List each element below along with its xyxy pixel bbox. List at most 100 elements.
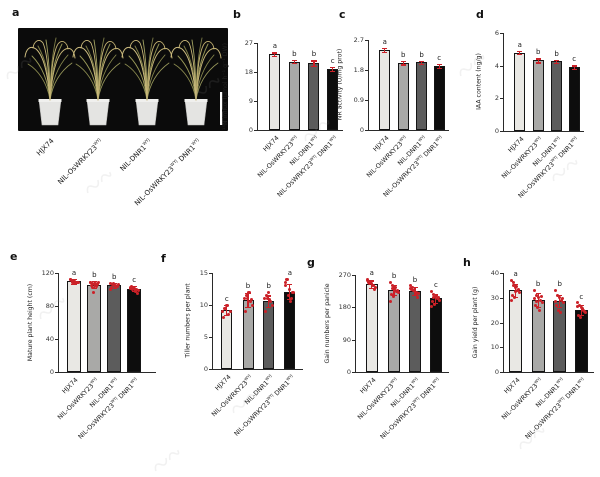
- data-point: [108, 288, 112, 291]
- y-tick-mark: [55, 339, 58, 340]
- data-point: [391, 295, 395, 299]
- data-point: [533, 303, 537, 307]
- sig-letter: c: [224, 295, 229, 303]
- data-point: [90, 282, 94, 286]
- y-axis-label: Mature plant height (cm): [26, 283, 34, 361]
- panel-letter-g: g: [307, 256, 315, 269]
- data-point: [437, 295, 441, 299]
- data-point: [388, 280, 392, 284]
- sig-letter: b: [419, 50, 424, 59]
- data-point: [536, 296, 540, 300]
- error-bar: [435, 293, 437, 303]
- data-point: [108, 282, 112, 286]
- data-point: [88, 281, 92, 285]
- bar: [379, 49, 391, 130]
- photo-group-label: HJX74: [35, 137, 56, 158]
- y-tick-mark: [500, 347, 503, 349]
- y-tick-label: 10: [199, 301, 208, 309]
- y-tick-label: 40: [490, 269, 499, 277]
- y-tick-mark: [55, 372, 58, 373]
- error-bar-cap: [419, 60, 425, 62]
- error-bar-cap: [391, 285, 397, 287]
- data-point: [289, 300, 293, 304]
- error-bar: [556, 59, 558, 63]
- y-tick-label: 9: [248, 97, 253, 105]
- error-bar-cap: [517, 54, 523, 56]
- error-bar: [268, 295, 270, 307]
- y-axis-label: ¹⁵N influx (μmol h⁻¹ g⁻¹ DW): [221, 42, 229, 130]
- y-axis-label: Gain yield per plant (g): [471, 286, 479, 358]
- panel-letter-e: e: [10, 250, 18, 263]
- data-point: [247, 290, 251, 294]
- data-point: [222, 316, 226, 320]
- data-point: [245, 297, 249, 301]
- data-point: [540, 301, 544, 305]
- data-point: [224, 306, 228, 310]
- bar: [429, 298, 442, 372]
- panel-letter-h: h: [463, 256, 471, 269]
- data-point: [94, 284, 98, 288]
- data-point: [575, 301, 579, 305]
- y-axis-label: Tiller numbers per plant: [184, 283, 192, 358]
- data-point: [562, 301, 566, 305]
- data-point: [393, 286, 397, 290]
- error-bar-cap: [535, 62, 541, 64]
- sig-letter: c: [330, 56, 335, 65]
- bar: [514, 52, 526, 131]
- data-point: [131, 286, 135, 290]
- data-point: [535, 306, 539, 310]
- sig-letter: c: [132, 276, 137, 285]
- error-bar: [573, 65, 575, 70]
- data-point: [243, 309, 247, 313]
- error-bar: [519, 50, 521, 55]
- bar: [269, 54, 281, 130]
- data-point: [410, 287, 414, 291]
- data-point: [135, 292, 139, 296]
- error-bar: [274, 52, 276, 57]
- sig-letter: c: [437, 53, 442, 62]
- data-point: [580, 307, 584, 311]
- sig-letter: b: [245, 282, 251, 291]
- data-point: [514, 290, 518, 294]
- sig-letter: b: [92, 271, 97, 280]
- data-point: [115, 284, 119, 288]
- error-bar: [421, 60, 423, 64]
- sig-letter: a: [513, 270, 518, 279]
- y-tick-label: 18: [244, 68, 253, 76]
- error-bar-cap: [266, 295, 272, 297]
- sig-letter: a: [517, 40, 522, 49]
- data-point: [430, 289, 434, 293]
- y-tick-label: 27: [244, 39, 253, 47]
- data-point: [539, 295, 543, 298]
- y-tick-label: 0: [49, 368, 54, 376]
- error-bar-cap: [557, 294, 563, 296]
- error-bar: [580, 305, 582, 316]
- y-tick-label: 0: [346, 368, 351, 376]
- data-point: [513, 296, 517, 300]
- bar: [397, 62, 409, 130]
- data-point: [269, 300, 273, 304]
- error-bar-cap: [517, 50, 523, 53]
- error-bar-cap: [571, 65, 577, 67]
- y-tick-label: 0: [494, 368, 499, 376]
- data-point: [116, 283, 120, 287]
- y-tick-label: 20: [490, 318, 499, 327]
- data-point: [268, 298, 272, 302]
- data-point: [93, 282, 97, 286]
- bar: [416, 62, 428, 130]
- y-tick-label: 90: [342, 335, 351, 344]
- sig-letter: b: [266, 282, 271, 291]
- error-bar-cap: [571, 69, 577, 71]
- y-tick-mark: [500, 322, 503, 324]
- sig-letter: a: [272, 42, 277, 51]
- sig-letter: b: [400, 51, 406, 59]
- data-point: [373, 287, 377, 291]
- error-bar-cap: [287, 283, 293, 286]
- data-point: [414, 293, 418, 297]
- panel-letter-a: a: [12, 6, 20, 19]
- y-tick-mark: [209, 369, 212, 370]
- data-point: [263, 297, 267, 301]
- y-tick-label: 0.9: [353, 96, 364, 104]
- data-point: [557, 308, 561, 312]
- data-point: [432, 293, 436, 297]
